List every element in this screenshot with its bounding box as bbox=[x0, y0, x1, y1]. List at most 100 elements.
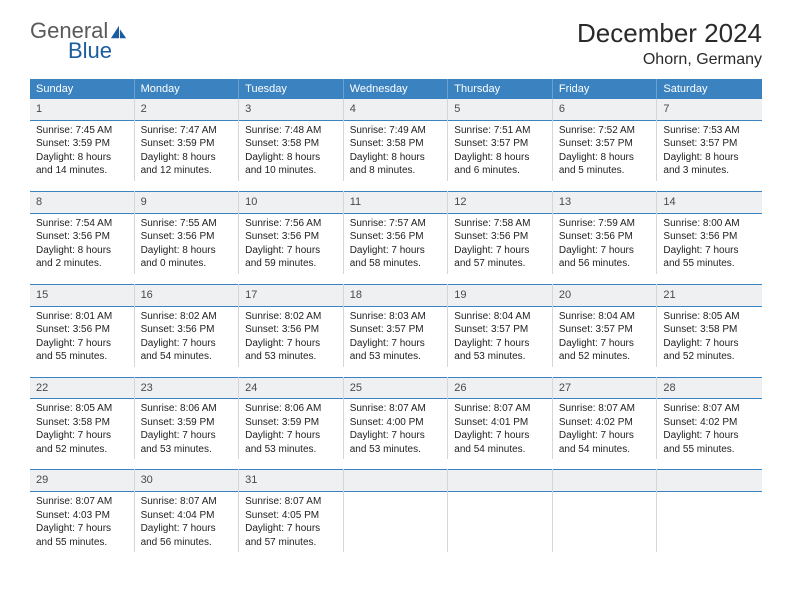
weekday-header: Monday bbox=[135, 79, 240, 99]
sunrise-text: Sunrise: 7:49 AM bbox=[350, 124, 442, 138]
daylight-text-2: and 55 minutes. bbox=[36, 536, 128, 550]
day-number: 10 bbox=[239, 191, 343, 214]
day-body: Sunrise: 7:48 AMSunset: 3:58 PMDaylight:… bbox=[239, 121, 343, 181]
title-block: December 2024 Ohorn, Germany bbox=[577, 18, 762, 69]
day-body: Sunrise: 8:07 AMSunset: 4:01 PMDaylight:… bbox=[448, 399, 552, 459]
daylight-text-2: and 53 minutes. bbox=[350, 350, 442, 364]
daylight-text-1: Daylight: 7 hours bbox=[141, 522, 233, 536]
day-cell: 14Sunrise: 8:00 AMSunset: 3:56 PMDayligh… bbox=[657, 191, 762, 274]
day-number: 11 bbox=[344, 191, 448, 214]
day-body: Sunrise: 8:04 AMSunset: 3:57 PMDaylight:… bbox=[448, 307, 552, 367]
sunrise-text: Sunrise: 8:03 AM bbox=[350, 310, 442, 324]
day-cell: 3Sunrise: 7:48 AMSunset: 3:58 PMDaylight… bbox=[239, 99, 344, 181]
day-cell: 10Sunrise: 7:56 AMSunset: 3:56 PMDayligh… bbox=[239, 191, 344, 274]
day-cell: 22Sunrise: 8:05 AMSunset: 3:58 PMDayligh… bbox=[30, 377, 135, 460]
day-number bbox=[553, 469, 657, 492]
day-number: 31 bbox=[239, 469, 343, 492]
day-number: 20 bbox=[553, 284, 657, 307]
daylight-text-1: Daylight: 8 hours bbox=[36, 244, 128, 258]
daylight-text-1: Daylight: 8 hours bbox=[350, 151, 442, 165]
day-cell: 7Sunrise: 7:53 AMSunset: 3:57 PMDaylight… bbox=[657, 99, 762, 181]
day-number: 23 bbox=[135, 377, 239, 400]
sunrise-text: Sunrise: 8:07 AM bbox=[36, 495, 128, 509]
day-cell bbox=[448, 469, 553, 552]
day-cell bbox=[344, 469, 449, 552]
daylight-text-1: Daylight: 7 hours bbox=[350, 429, 442, 443]
daylight-text-2: and 54 minutes. bbox=[559, 443, 651, 457]
day-body: Sunrise: 7:54 AMSunset: 3:56 PMDaylight:… bbox=[30, 214, 134, 274]
week-row: 15Sunrise: 8:01 AMSunset: 3:56 PMDayligh… bbox=[30, 284, 762, 367]
daylight-text-2: and 14 minutes. bbox=[36, 164, 128, 178]
day-body: Sunrise: 8:00 AMSunset: 3:56 PMDaylight:… bbox=[657, 214, 762, 274]
daylight-text-1: Daylight: 7 hours bbox=[559, 337, 651, 351]
sunset-text: Sunset: 3:59 PM bbox=[141, 416, 233, 430]
sunset-text: Sunset: 3:56 PM bbox=[36, 323, 128, 337]
daylight-text-1: Daylight: 7 hours bbox=[350, 244, 442, 258]
day-body: Sunrise: 7:58 AMSunset: 3:56 PMDaylight:… bbox=[448, 214, 552, 274]
sunset-text: Sunset: 3:58 PM bbox=[245, 137, 337, 151]
sunset-text: Sunset: 3:56 PM bbox=[245, 230, 337, 244]
day-cell: 5Sunrise: 7:51 AMSunset: 3:57 PMDaylight… bbox=[448, 99, 553, 181]
day-body: Sunrise: 7:56 AMSunset: 3:56 PMDaylight:… bbox=[239, 214, 343, 274]
sunset-text: Sunset: 3:57 PM bbox=[454, 137, 546, 151]
week-row: 29Sunrise: 8:07 AMSunset: 4:03 PMDayligh… bbox=[30, 469, 762, 552]
day-cell: 18Sunrise: 8:03 AMSunset: 3:57 PMDayligh… bbox=[344, 284, 449, 367]
daylight-text-1: Daylight: 7 hours bbox=[36, 429, 128, 443]
daylight-text-1: Daylight: 7 hours bbox=[36, 522, 128, 536]
day-cell: 25Sunrise: 8:07 AMSunset: 4:00 PMDayligh… bbox=[344, 377, 449, 460]
daylight-text-2: and 10 minutes. bbox=[245, 164, 337, 178]
daylight-text-1: Daylight: 8 hours bbox=[141, 151, 233, 165]
day-cell: 8Sunrise: 7:54 AMSunset: 3:56 PMDaylight… bbox=[30, 191, 135, 274]
day-number: 15 bbox=[30, 284, 134, 307]
day-number: 7 bbox=[657, 99, 762, 121]
daylight-text-1: Daylight: 7 hours bbox=[36, 337, 128, 351]
day-number: 13 bbox=[553, 191, 657, 214]
day-body: Sunrise: 7:51 AMSunset: 3:57 PMDaylight:… bbox=[448, 121, 552, 181]
day-body: Sunrise: 7:55 AMSunset: 3:56 PMDaylight:… bbox=[135, 214, 239, 274]
day-body bbox=[553, 492, 657, 542]
day-body: Sunrise: 8:07 AMSunset: 4:04 PMDaylight:… bbox=[135, 492, 239, 552]
day-cell: 17Sunrise: 8:02 AMSunset: 3:56 PMDayligh… bbox=[239, 284, 344, 367]
day-body: Sunrise: 8:05 AMSunset: 3:58 PMDaylight:… bbox=[657, 307, 762, 367]
day-body: Sunrise: 7:45 AMSunset: 3:59 PMDaylight:… bbox=[30, 121, 134, 181]
daylight-text-1: Daylight: 8 hours bbox=[141, 244, 233, 258]
weeks-container: 1Sunrise: 7:45 AMSunset: 3:59 PMDaylight… bbox=[30, 99, 762, 552]
day-body: Sunrise: 8:07 AMSunset: 4:02 PMDaylight:… bbox=[657, 399, 762, 459]
sunrise-text: Sunrise: 7:58 AM bbox=[454, 217, 546, 231]
day-number: 26 bbox=[448, 377, 552, 400]
day-number: 22 bbox=[30, 377, 134, 400]
day-number: 12 bbox=[448, 191, 552, 214]
day-cell: 1Sunrise: 7:45 AMSunset: 3:59 PMDaylight… bbox=[30, 99, 135, 181]
day-body bbox=[344, 492, 448, 542]
day-number bbox=[448, 469, 552, 492]
sunset-text: Sunset: 3:56 PM bbox=[245, 323, 337, 337]
sunset-text: Sunset: 3:57 PM bbox=[454, 323, 546, 337]
daylight-text-2: and 58 minutes. bbox=[350, 257, 442, 271]
day-body: Sunrise: 7:53 AMSunset: 3:57 PMDaylight:… bbox=[657, 121, 762, 181]
weekday-header: Friday bbox=[553, 79, 658, 99]
day-cell bbox=[657, 469, 762, 552]
sunrise-text: Sunrise: 8:00 AM bbox=[663, 217, 756, 231]
day-cell bbox=[553, 469, 658, 552]
day-body: Sunrise: 8:02 AMSunset: 3:56 PMDaylight:… bbox=[239, 307, 343, 367]
weekday-header-row: SundayMondayTuesdayWednesdayThursdayFrid… bbox=[30, 79, 762, 99]
day-number: 14 bbox=[657, 191, 762, 214]
week-row: 1Sunrise: 7:45 AMSunset: 3:59 PMDaylight… bbox=[30, 99, 762, 181]
daylight-text-1: Daylight: 7 hours bbox=[663, 244, 756, 258]
day-number: 29 bbox=[30, 469, 134, 492]
sunrise-text: Sunrise: 7:47 AM bbox=[141, 124, 233, 138]
calendar-grid: SundayMondayTuesdayWednesdayThursdayFrid… bbox=[30, 79, 762, 552]
sunrise-text: Sunrise: 8:02 AM bbox=[141, 310, 233, 324]
daylight-text-1: Daylight: 7 hours bbox=[559, 429, 651, 443]
sunrise-text: Sunrise: 8:06 AM bbox=[245, 402, 337, 416]
daylight-text-2: and 59 minutes. bbox=[245, 257, 337, 271]
day-cell: 28Sunrise: 8:07 AMSunset: 4:02 PMDayligh… bbox=[657, 377, 762, 460]
day-cell: 9Sunrise: 7:55 AMSunset: 3:56 PMDaylight… bbox=[135, 191, 240, 274]
daylight-text-1: Daylight: 8 hours bbox=[36, 151, 128, 165]
day-cell: 20Sunrise: 8:04 AMSunset: 3:57 PMDayligh… bbox=[553, 284, 658, 367]
daylight-text-1: Daylight: 7 hours bbox=[454, 244, 546, 258]
day-body: Sunrise: 7:59 AMSunset: 3:56 PMDaylight:… bbox=[553, 214, 657, 274]
day-number: 1 bbox=[30, 99, 134, 121]
sunset-text: Sunset: 4:01 PM bbox=[454, 416, 546, 430]
day-body: Sunrise: 7:57 AMSunset: 3:56 PMDaylight:… bbox=[344, 214, 448, 274]
